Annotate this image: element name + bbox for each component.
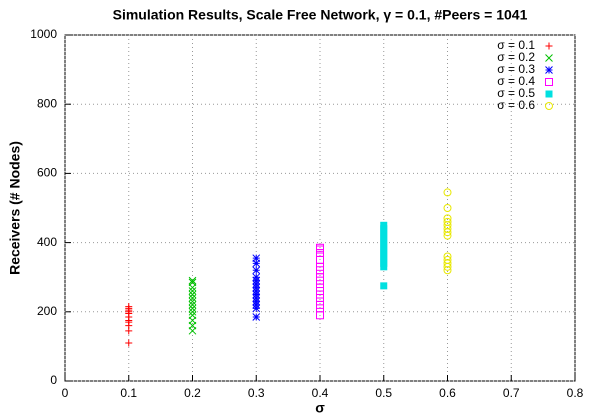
y-tick-label: 200 <box>37 304 57 318</box>
x-axis-label: σ <box>315 400 325 416</box>
y-tick-label: 800 <box>37 96 57 110</box>
scatter-point <box>316 243 324 252</box>
legend-label: σ = 0.3 <box>497 62 535 76</box>
scatter-point <box>188 276 197 285</box>
scatter-point <box>380 221 388 229</box>
scatter-point <box>443 217 452 226</box>
x-tick-label: 0.1 <box>120 386 137 400</box>
legend-marker <box>545 90 553 98</box>
scatter-point <box>188 297 197 306</box>
scatter-point <box>188 278 197 287</box>
scatter-point <box>252 254 261 263</box>
y-tick-label: 1000 <box>30 27 57 41</box>
legend-label: σ = 0.4 <box>497 74 535 88</box>
legend-marker <box>545 42 553 50</box>
legend-marker <box>545 102 553 110</box>
x-tick-label: 0.8 <box>567 386 584 400</box>
x-tick-label: 0.4 <box>312 386 329 400</box>
scatter-point <box>443 204 452 212</box>
scatter-point <box>188 307 197 316</box>
scatter-point <box>188 301 197 309</box>
scatter-point <box>188 290 197 299</box>
y-tick-label: 600 <box>37 166 57 180</box>
scatter-point <box>125 339 133 347</box>
x-tick-label: 0 <box>62 386 69 400</box>
legend-marker <box>545 54 553 62</box>
scatter-point <box>443 214 452 223</box>
legend-marker <box>545 78 553 86</box>
scatter-point <box>188 294 197 302</box>
legend-label: σ = 0.5 <box>497 86 535 100</box>
y-tick-label: 400 <box>37 235 57 249</box>
legend-label: σ = 0.2 <box>497 50 535 64</box>
x-tick-label: 0.6 <box>439 386 456 400</box>
scatter-point <box>380 282 388 290</box>
scatter-point <box>443 255 452 264</box>
scatter-point <box>188 287 197 295</box>
y-tick-label: 0 <box>50 373 57 387</box>
scatter-point <box>443 252 452 261</box>
scatter-point <box>252 259 261 268</box>
scatter-point <box>443 188 452 197</box>
legend-marker <box>545 66 553 74</box>
scatter-point <box>252 266 261 275</box>
scatter-point <box>188 304 197 313</box>
x-tick-label: 0.5 <box>375 386 392 400</box>
legend-label: σ = 0.1 <box>497 38 535 52</box>
x-tick-label: 0.3 <box>248 386 265 400</box>
scatter-point <box>125 303 133 311</box>
scatter-point <box>252 273 261 282</box>
legend-label: σ = 0.6 <box>497 98 535 112</box>
x-tick-label: 0.2 <box>184 386 201 400</box>
scatter-point <box>188 311 197 320</box>
chart-title: Simulation Results, Scale Free Network, … <box>113 7 528 23</box>
y-axis-label: Receivers (# Nodes) <box>7 141 23 275</box>
scatter-point <box>252 313 261 321</box>
x-tick-label: 0.7 <box>503 386 520 400</box>
